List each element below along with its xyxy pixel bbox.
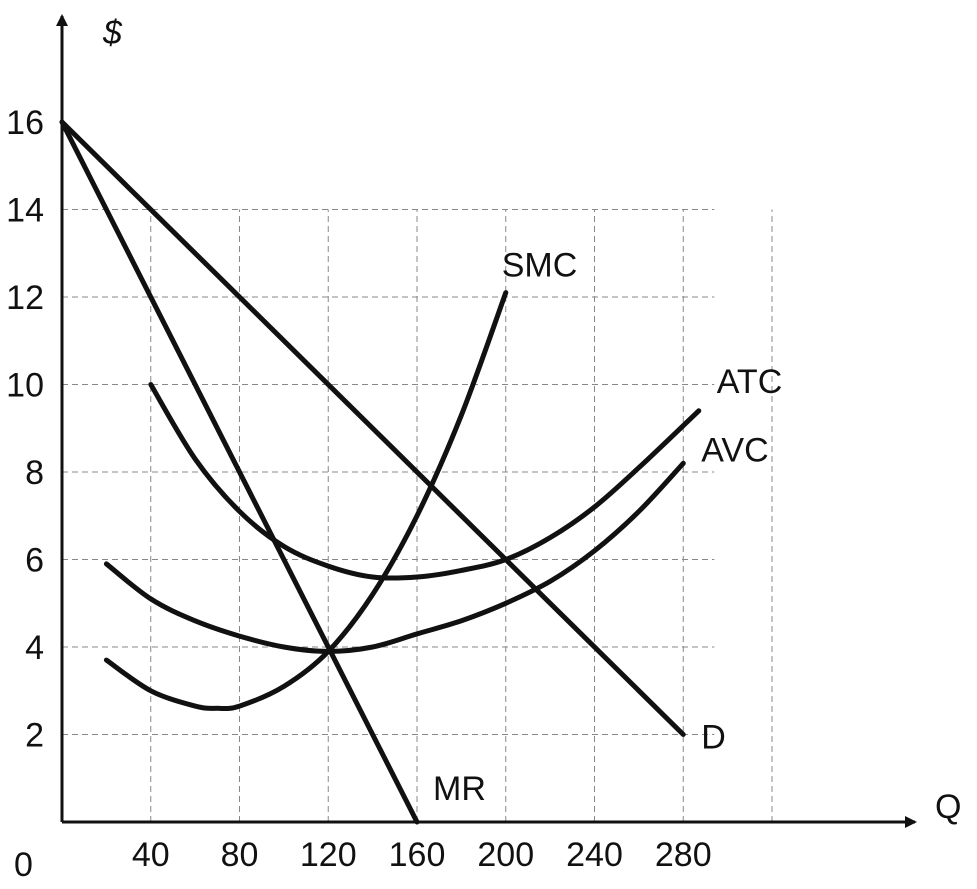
y-tick-label: 16 xyxy=(6,104,44,142)
curves xyxy=(59,119,702,825)
x-tick-label: 240 xyxy=(566,836,623,874)
y-tick-label: 14 xyxy=(6,192,44,230)
y-tick-label: 10 xyxy=(6,367,44,405)
y-tick-label: 8 xyxy=(25,454,44,492)
y-tick-label: 12 xyxy=(6,279,44,317)
origin-label: 0 xyxy=(14,846,33,884)
x-axis-title: Q xyxy=(935,788,961,826)
atc-curve xyxy=(148,382,702,581)
avc-curve xyxy=(103,460,686,654)
d-label: D xyxy=(701,719,726,757)
d-curve xyxy=(59,119,686,737)
grid xyxy=(62,209,773,822)
atc-label: ATC xyxy=(717,363,782,401)
x-tick-label: 80 xyxy=(221,836,259,874)
y-tick-label: 6 xyxy=(25,542,44,580)
x-tick-label: 200 xyxy=(477,836,534,874)
curve-labels: D MR SMC ATC AVC xyxy=(433,247,782,808)
x-tick-label: 280 xyxy=(655,836,712,874)
mr-curve xyxy=(59,119,420,825)
avc-label: AVC xyxy=(701,431,768,469)
mr-label: MR xyxy=(433,770,486,808)
y-axis-title: $ xyxy=(102,14,123,52)
y-tick-label: 2 xyxy=(25,717,44,755)
axes xyxy=(56,14,917,828)
smc-curve xyxy=(103,290,509,712)
tick-labels: 40 80 120 160 200 240 280 2 4 6 8 10 12 14 16 xyxy=(6,104,711,874)
smc-label: SMC xyxy=(502,247,578,285)
x-tick-label: 120 xyxy=(300,836,357,874)
y-tick-label: 4 xyxy=(25,629,44,667)
x-tick-label: 160 xyxy=(389,836,446,874)
x-tick-label: 40 xyxy=(132,836,170,874)
